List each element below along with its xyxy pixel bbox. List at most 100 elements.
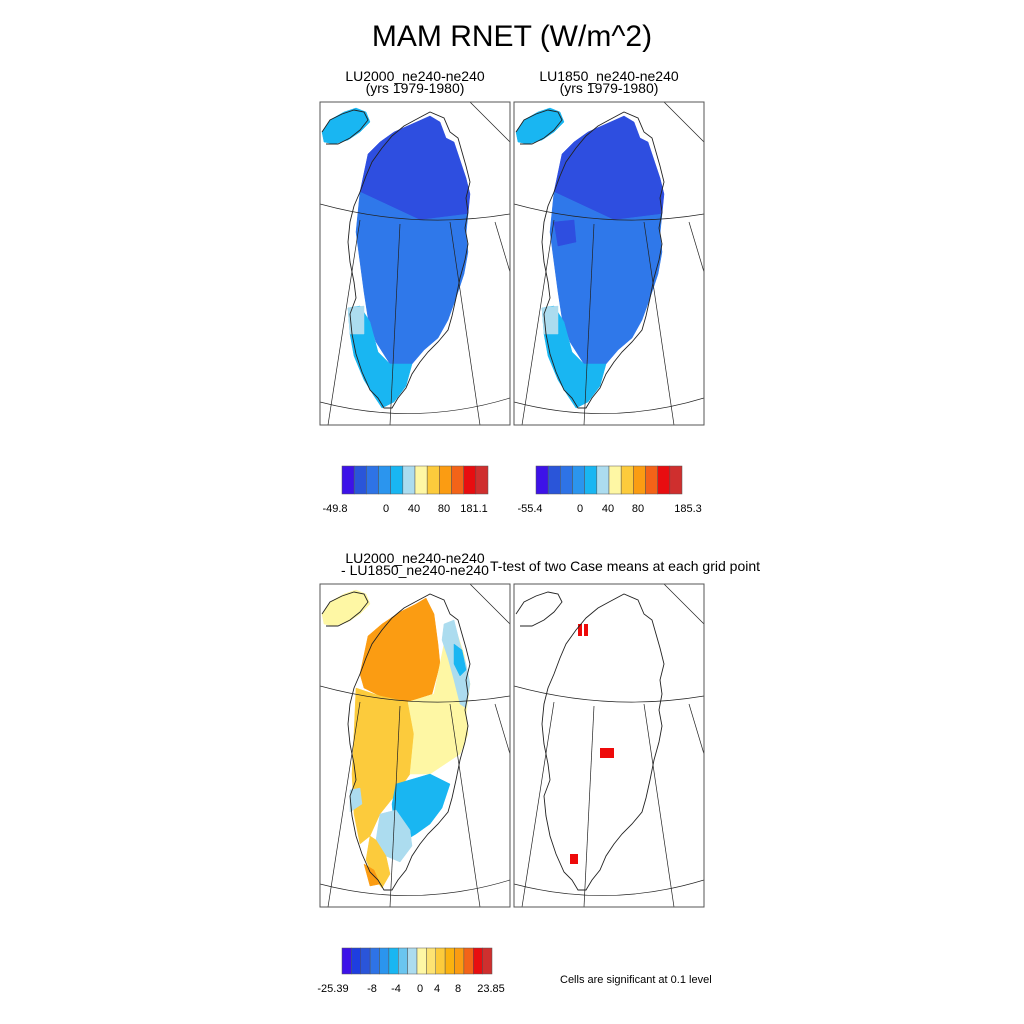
colorbar-swatch	[454, 947, 465, 975]
data-region-2-4	[515, 107, 565, 145]
data-region-3-9	[365, 835, 391, 889]
colorbar-swatch	[378, 465, 391, 495]
graticule-line-4	[583, 705, 595, 907]
colorbar-swatch	[535, 465, 549, 495]
ellesmere-coastline	[515, 591, 563, 627]
colorbar-swatch	[426, 947, 436, 975]
panel2-title: LU1850_ne240-ne240 (yrs 1979-1980)	[514, 69, 704, 96]
colorbar-tick-label: 80	[438, 503, 450, 515]
graticule-line-4	[583, 223, 595, 425]
colorbar-swatch	[444, 947, 455, 975]
ellesmere-coastline	[321, 109, 369, 145]
colorbar-tick-label: 8	[455, 983, 461, 995]
colorbar-swatch	[572, 465, 585, 495]
panel-1	[320, 102, 510, 425]
colorbar-swatch	[402, 465, 416, 495]
greenland-coastline	[347, 593, 471, 891]
graticule-line-7	[663, 102, 704, 143]
colorbar-swatch	[633, 465, 646, 495]
panel-4	[514, 584, 704, 907]
panel1-title-line2: (yrs 1979-1980)	[365, 80, 465, 96]
panel3-title: LU2000_ne240-ne240 - LU1850_ne240-ne240	[320, 550, 510, 578]
colorbar-swatch	[657, 465, 671, 495]
graticule-line-2	[514, 397, 704, 414]
data-region-3-1	[321, 589, 371, 627]
panel-2	[514, 102, 704, 425]
colorbar-tick-label: -49.8	[322, 503, 347, 515]
colorbar-swatch	[351, 947, 361, 975]
data-region-3-6	[453, 643, 467, 677]
significance-note: Cells are significant at 0.1 level	[560, 974, 712, 986]
colorbar-tick-label: 0	[383, 503, 389, 515]
data-region-3-11	[349, 787, 363, 813]
graticule-line-5	[643, 221, 675, 425]
data-region-1-4	[321, 107, 371, 145]
graticule-line-3	[327, 701, 361, 907]
colorbar-3: -25.39 -8 -4 0 4 8 23.85	[317, 947, 505, 995]
colorbar-swatch	[341, 947, 352, 975]
colorbar-swatch	[360, 947, 371, 975]
graticule-line-4	[389, 223, 401, 425]
colorbar-tick-label: -25.39	[317, 983, 348, 995]
graticule-line-8	[688, 703, 704, 755]
graticule-line-8	[494, 703, 510, 755]
graticule-line-3	[521, 701, 555, 907]
colorbar-swatch	[482, 947, 493, 975]
colorbar-swatch	[369, 947, 380, 975]
colorbar-swatch	[645, 465, 658, 495]
panel-frame-4	[513, 583, 705, 908]
graticule-line-7	[469, 584, 510, 625]
graticule-line-7	[663, 584, 704, 625]
panel1-title: LU2000_ne240-ne240 (yrs 1979-1980)	[320, 69, 510, 96]
colorbar-swatch	[353, 465, 367, 495]
panel3-title-line2: - LU1850_ne240-ne240	[341, 562, 489, 578]
ellesmere-coastline	[321, 591, 369, 627]
graticule-line-8	[688, 221, 704, 273]
graticule-line-2	[514, 879, 704, 896]
colorbar-tick-label: 80	[632, 503, 644, 515]
graticule-line-3	[521, 219, 555, 425]
colorbar-1: -49.8 0 40 80 181.1	[322, 465, 489, 515]
graticule-line-3	[327, 219, 361, 425]
ellesmere-coastline	[515, 109, 563, 145]
graticule-line-4	[389, 705, 401, 907]
colorbar-swatch	[584, 465, 598, 495]
colorbar-swatch	[414, 465, 428, 495]
colorbar-tick-label: 40	[602, 503, 614, 515]
panel2-title-line2: (yrs 1979-1980)	[559, 80, 659, 96]
panel3-title-line1: LU2000_ne240-ne240	[345, 550, 485, 566]
colorbar-swatch	[547, 465, 561, 495]
colorbar-tick-label: 185.3	[674, 503, 702, 515]
graticule-line-1	[514, 685, 704, 703]
colorbar-swatch	[439, 465, 452, 495]
colorbar-tick-label: 0	[417, 983, 423, 995]
colorbar-swatch	[341, 465, 355, 495]
colorbar-swatch	[398, 947, 408, 975]
colorbar-swatch	[407, 947, 418, 975]
colorbar-swatch	[463, 947, 474, 975]
graticule-line-1	[514, 203, 704, 221]
colorbar-swatch	[473, 947, 483, 975]
colorbar-swatch	[463, 465, 477, 495]
graticule-line-2	[320, 879, 510, 896]
significant-cell-3	[600, 748, 614, 758]
significant-cell-2	[584, 624, 588, 636]
panel4-title-line1: T-test of two Case means at each grid po…	[490, 558, 761, 574]
graticule-line-1	[320, 685, 510, 703]
data-region-2-5	[541, 305, 559, 335]
colorbar-swatch	[560, 465, 573, 495]
data-region-3-2	[359, 597, 441, 703]
panel-frame-1	[319, 101, 511, 426]
colorbar-tick-label: 181.1	[460, 503, 488, 515]
panel-frame-3	[319, 583, 511, 908]
colorbar-swatch	[379, 947, 390, 975]
graticule-line-5	[449, 221, 481, 425]
graticule-line-8	[494, 221, 510, 273]
data-region-1-5	[347, 305, 365, 335]
colorbar-swatch	[451, 465, 464, 495]
greenland-coastline	[541, 111, 665, 409]
colorbar-swatch	[596, 465, 610, 495]
significant-cell-1	[578, 624, 582, 636]
colorbar-tick-label: 23.85	[477, 983, 505, 995]
colorbar-swatch	[416, 947, 427, 975]
